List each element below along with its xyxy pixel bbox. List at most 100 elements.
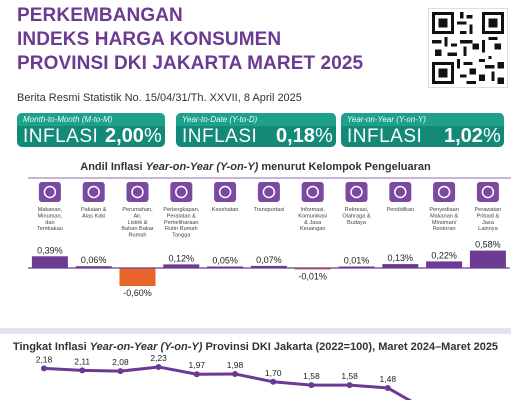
bar-value-label: 0,07% — [256, 255, 282, 265]
andil-title-em: Year-on-Year (Y-on-Y) — [145, 161, 259, 173]
trend-title: Tingkat Inflasi Year-on-Year (Y-on-Y) Pr… — [0, 341, 511, 353]
bar-value-label: 0,01% — [344, 256, 370, 266]
section-divider — [0, 328, 511, 334]
trend-point — [346, 382, 353, 389]
bar-value-label: 0,05% — [212, 256, 238, 266]
trend-value-label: 1,70 — [265, 368, 282, 378]
bar-value-label: 0,06% — [81, 255, 107, 265]
card-ytd: Year-to-Date (Y-to-D) INFLASI 0,18% — [176, 113, 336, 147]
card-mtm-label: INFLASI — [23, 126, 99, 147]
bar — [31, 256, 68, 268]
plane-icon — [257, 182, 280, 202]
trend-line — [43, 365, 388, 390]
trend-point — [384, 384, 391, 391]
card-yoy-label: INFLASI — [347, 126, 423, 147]
bar-value-label: 0,13% — [388, 253, 414, 263]
trend-value-label: 1,58 — [341, 371, 358, 381]
card-mtm-unit: % — [143, 125, 162, 147]
trend-point — [79, 367, 86, 374]
trend-point — [41, 365, 47, 372]
andil-title: Andil Inflasi Year-on-Year (Y-on-Y) menu… — [0, 161, 511, 173]
bar — [426, 261, 463, 268]
trend-value-label: 2,11 — [74, 356, 90, 366]
card-ytd-value-wrap: 0,18% — [276, 125, 333, 147]
trend-line-drop — [387, 386, 413, 400]
trend-title-post: Provinsi DKI Jakarta (2022=100), Maret 2… — [202, 341, 499, 353]
card-mtm-caption: Month-to-Month (M-to-M) — [17, 113, 165, 126]
graduation-icon — [389, 182, 412, 202]
andil-title-post: menurut Kelompok Pengeluaran — [258, 161, 431, 173]
qr-code-icon[interactable] — [428, 8, 508, 88]
bar — [163, 264, 200, 268]
category-label: Pakaian & Alas Kaki — [81, 207, 107, 219]
category-label: Perawatan Pribadi & Jasa Lainnya — [475, 207, 502, 232]
card-mtm: Month-to-Month (M-to-M) INFLASI 2,00% — [17, 113, 165, 147]
restaurant-icon — [433, 182, 456, 202]
bar — [250, 265, 287, 268]
house-icon — [126, 182, 149, 202]
category-label: Transportasi — [253, 207, 284, 213]
bar-value-label: 0,12% — [169, 253, 195, 263]
trend-line-chart: 2,18 2,11 2,08 2,23 1,97 1,98 1,70 1,58 1,58 1,48… — [36, 355, 511, 400]
category-label: Makanan, Minuman, dan Tembakau — [37, 207, 63, 232]
category-label: Pendidikan — [386, 207, 414, 213]
andil-bar-chart: Makanan, Minuman, dan Tembakau 0,39% Pakaian … — [28, 182, 510, 298]
category-label: Penyediaan Makanan & Minuman/Restoran — [429, 207, 459, 232]
category-label: Rekreasi, Olahraga & Budaya — [342, 207, 371, 226]
bar-value-label: 0,39% — [37, 245, 63, 255]
clothing-icon — [82, 182, 105, 202]
card-yoy-value-wrap: 1,02% — [444, 125, 501, 147]
category-label: Perumahan, Air, Listrik & Bahan Bakar Rumah — [121, 207, 153, 239]
title-line-2: INDEKS HARGA KONSUMEN — [17, 29, 282, 50]
trend-value-label: 1,48 — [380, 374, 397, 384]
card-yoy: Year-on-Year (Y-on-Y) INFLASI 1,02% — [341, 113, 504, 147]
phone-icon — [301, 182, 324, 202]
bar — [75, 266, 112, 268]
card-mtm-value-wrap: 2,00% — [105, 125, 162, 147]
trend-value-label: 1,58 — [303, 371, 320, 381]
food-icon — [38, 182, 61, 202]
bar — [382, 264, 419, 268]
appliance-icon — [170, 182, 193, 202]
bar — [294, 268, 331, 270]
bar-value-label: -0,60% — [123, 288, 152, 298]
trend-value-label: 2,23 — [150, 355, 167, 363]
card-yoy-caption: Year-on-Year (Y-on-Y) — [341, 113, 504, 126]
bar — [469, 250, 506, 268]
trend-point — [155, 363, 162, 370]
trend-point — [270, 378, 277, 385]
card-ytd-value: 0,18 — [276, 125, 315, 147]
bar — [338, 266, 375, 268]
category-label: Informasi, Komunikasi & Jasa Keuangan — [298, 207, 327, 232]
category-label: Perlengkapan, Peralatan & Pemeliharaan Ruti… — [163, 207, 200, 239]
ball-icon — [345, 182, 368, 202]
subtitle: Berita Resmi Statistik No. 15/04/31/Th. … — [17, 92, 302, 104]
trend-point — [308, 382, 315, 389]
divider — [28, 177, 511, 179]
bar — [207, 266, 244, 268]
trend-value-label: 2,08 — [112, 357, 129, 367]
trend-value-label: 1,02 — [494, 399, 511, 400]
card-yoy-unit: % — [482, 125, 501, 147]
trend-point — [232, 370, 238, 377]
bar-value-label: -0,01% — [298, 272, 327, 282]
trend-point — [193, 371, 200, 378]
card-yoy-value: 1,02 — [444, 125, 483, 147]
category-label: Kesehatan — [212, 207, 239, 213]
title-line-3: PROVINSI DKI JAKARTA MARET 2025 — [17, 53, 364, 74]
trend-value-label: 1,98 — [227, 360, 244, 370]
card-ytd-label: INFLASI — [182, 126, 258, 147]
trend-point — [117, 368, 124, 375]
trend-value-label: 2,18 — [36, 355, 53, 364]
card-ytd-caption: Year-to-Date (Y-to-D) — [176, 113, 336, 126]
health-icon — [214, 182, 237, 202]
trend-value-label: 1,97 — [189, 360, 206, 370]
scissors-icon — [476, 182, 499, 202]
trend-title-pre: Tingkat Inflasi — [12, 341, 90, 353]
bar-value-label: 0,22% — [431, 250, 457, 260]
bar — [119, 268, 156, 286]
trend-title-em: Year-on-Year (Y-on-Y) — [89, 341, 203, 353]
card-ytd-unit: % — [314, 125, 333, 147]
bar-value-label: 0,58% — [475, 240, 501, 250]
title-line-1: PERKEMBANGAN — [17, 5, 183, 26]
